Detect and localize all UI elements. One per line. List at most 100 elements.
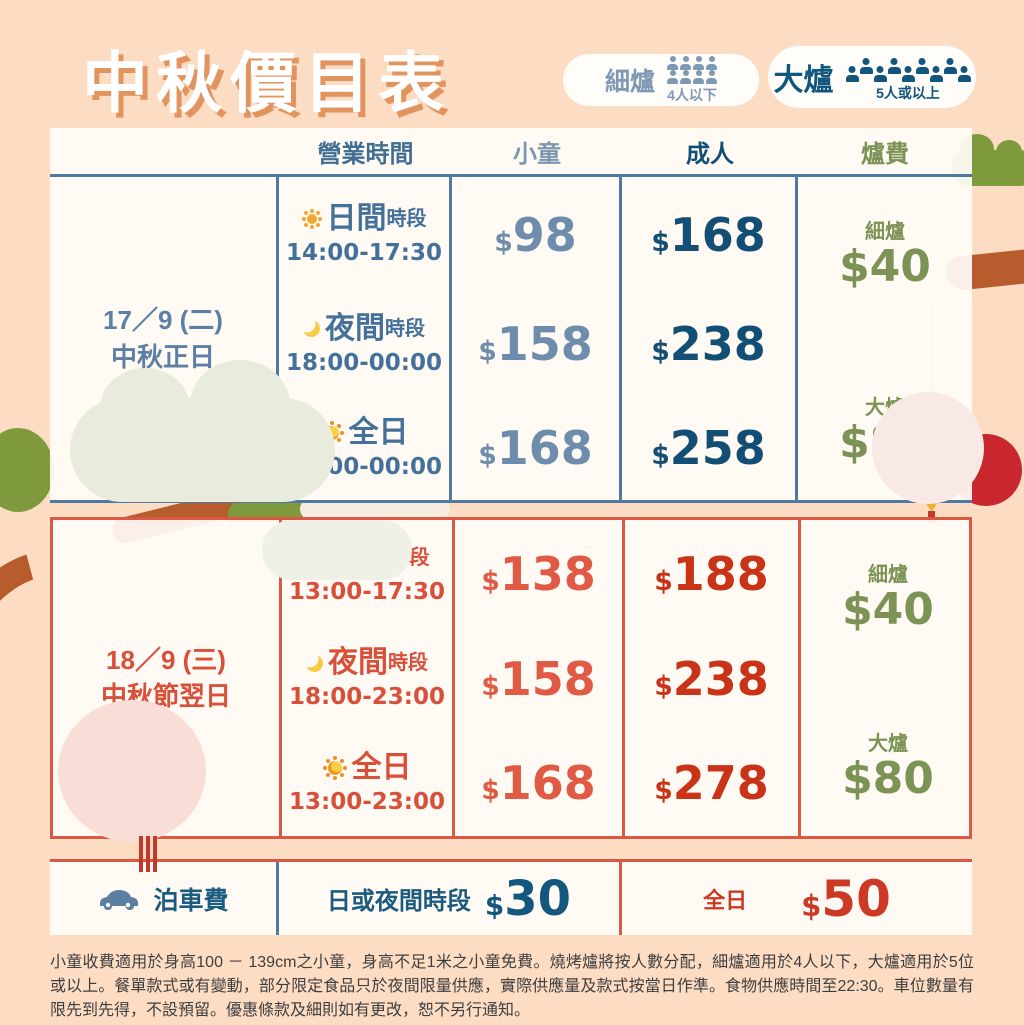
adult-price: $258 (651, 421, 766, 475)
date-cell-day1: 17／9 (二) 中秋正日 (50, 177, 279, 500)
person-icon (680, 56, 691, 70)
period-suffix: 時段 (389, 547, 430, 570)
hours-label: 13:00-17:30 (289, 579, 445, 606)
olive-leaf-decor (0, 428, 54, 512)
period-label: 日間 (329, 541, 390, 575)
stove-label: 細爐 (864, 221, 905, 243)
parking-daynight-price: $30 (484, 870, 572, 927)
car-icon (100, 889, 139, 910)
hours-label: 18:00-00:00 (286, 349, 442, 376)
child-price-cell: $158 (455, 627, 625, 730)
child-price-cell: $138 (455, 520, 625, 627)
adult-price: $188 (654, 546, 769, 601)
time-cell-day2-allday: 全日 13:00-23:00 (282, 730, 455, 836)
date-line: 18／9 (三) (106, 644, 226, 675)
person-icon (706, 56, 717, 70)
adult-price: $168 (651, 207, 766, 262)
page-title: 中秋價目表 (82, 46, 452, 120)
person-icon (845, 66, 859, 82)
date-cell-day2: 18／9 (三) 中秋節翌日 (53, 520, 282, 836)
table-header-row: 營業時間 小童 成人 爐費 (50, 128, 972, 177)
person-icon (901, 66, 915, 82)
small-stove-label: 細爐 (604, 68, 655, 96)
terms-footnote: 小童收費適用於身高100 － 139cm之小童，身高不足1米之小童免費。燒烤爐將… (50, 954, 974, 1019)
parking-allday-cell: 全日 $50 (622, 862, 972, 935)
person-icon (929, 66, 943, 82)
stove-fee-cell-day1: 細爐 $40 大爐 $80 (798, 177, 972, 500)
price-table-day2: 18／9 (三) 中秋節翌日 日間 時段 13:00-17:30 $138 $18… (50, 517, 972, 839)
small-stove-people: 4人以下 (667, 56, 717, 105)
adult-price-cell: $188 (625, 520, 801, 627)
header-stove-fee: 爐費 (861, 140, 909, 168)
moon-icon (302, 319, 321, 338)
stove-fee-cell-day2: 細爐 $40 大爐 $80 (801, 520, 975, 836)
period-label: 全日 (351, 750, 412, 784)
person-icon (957, 66, 971, 82)
child-price: $158 (478, 317, 593, 371)
parking-daynight-cell: 日或夜間時段 $30 (279, 862, 622, 935)
adult-price: $238 (654, 651, 769, 706)
child-price-cell: $168 (455, 730, 625, 836)
person-icon (859, 58, 873, 74)
person-icon (915, 58, 929, 74)
header-adult: 成人 (686, 140, 734, 168)
sun-icon (323, 756, 347, 780)
large-stove-caption: 5人或以上 (876, 84, 940, 101)
hours-label: 18:00-23:00 (289, 684, 445, 711)
sun-icon (305, 548, 325, 568)
parking-label: 泊車費 (153, 886, 229, 915)
time-cell-day2-night: 夜間 時段 18:00-23:00 (282, 627, 455, 730)
stove-price: $40 (842, 584, 934, 635)
hours-label: 13:00-23:00 (289, 788, 445, 815)
period-suffix: 時段 (386, 208, 427, 231)
parking-allday-label: 全日 (703, 887, 748, 913)
child-price: $98 (494, 207, 577, 262)
date-line: 中秋正日 (110, 341, 215, 372)
child-price-cell: $158 (452, 292, 622, 396)
adult-price-cell: $168 (622, 177, 798, 292)
person-icon (706, 70, 717, 84)
sun-icon (302, 209, 322, 229)
adult-price-cell: $278 (625, 730, 801, 836)
parking-label-cell: 泊車費 (50, 862, 279, 935)
person-icon (667, 56, 678, 70)
sun-icon (320, 421, 344, 445)
child-price-cell: $98 (452, 177, 622, 292)
person-icon (693, 70, 704, 84)
section-day1: 17／9 (二) 中秋正日 日間 時段 14:00-17:30 $98 $168 … (50, 177, 972, 503)
stove-price: $40 (839, 241, 931, 292)
stove-price: $80 (842, 752, 934, 804)
legend-small-stove: 細爐 4人以下 (563, 54, 759, 106)
small-stove-fee: 細爐 $40 (839, 215, 931, 290)
large-stove-fee: 大爐 $80 (839, 391, 931, 466)
stove-label: 細爐 (867, 564, 908, 586)
parking-daynight-label: 日或夜間時段 (326, 888, 471, 915)
small-stove-fee: 細爐 $40 (842, 558, 934, 633)
child-price: $138 (481, 546, 596, 601)
period-label: 夜間 (328, 646, 388, 680)
period-label: 日間 (326, 202, 387, 236)
people-icons-row (667, 56, 717, 70)
people-icons-row (845, 52, 971, 82)
people-icons-row (667, 70, 717, 84)
child-price: $168 (478, 421, 593, 475)
period-label: 夜間 (325, 311, 385, 345)
person-icon (667, 70, 678, 84)
header-child: 小童 (513, 140, 561, 168)
large-stove-fee: 大爐 $80 (842, 727, 934, 802)
period-suffix: 時段 (385, 317, 425, 340)
hours-label: 14:00-00:00 (286, 453, 442, 480)
adult-price-cell: $238 (625, 627, 801, 730)
time-cell-day1-daytime: 日間 時段 14:00-17:30 (279, 177, 452, 292)
date-line: 中秋節翌日 (100, 681, 231, 711)
small-stove-caption: 4人以下 (667, 86, 717, 103)
person-icon (873, 66, 887, 82)
person-icon (680, 70, 691, 84)
child-price: $158 (481, 651, 596, 706)
person-icon (693, 56, 704, 70)
time-cell-day1-night: 夜間 時段 18:00-00:00 (279, 292, 452, 396)
person-icon (943, 58, 957, 74)
header-business-hours: 營業時間 (317, 140, 414, 168)
hours-label: 14:00-17:30 (286, 240, 442, 267)
parking-allday-price: $50 (801, 869, 891, 928)
